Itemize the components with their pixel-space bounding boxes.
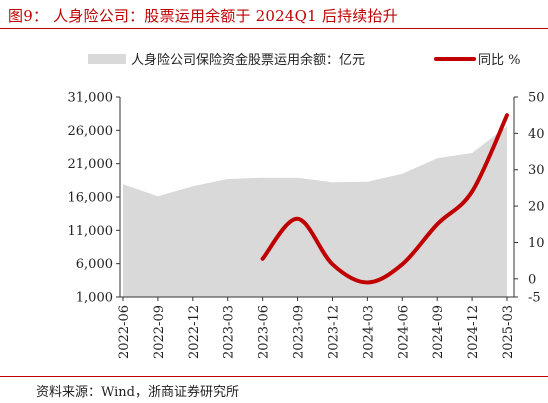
right-tick-label: 40	[528, 127, 545, 142]
x-tick-label: 2024-06	[396, 305, 411, 359]
right-tick-label: 50	[528, 91, 545, 106]
x-tick-label: 2023-03	[222, 305, 237, 359]
x-tick-label: 2023-09	[292, 305, 307, 359]
x-tick-label: 2022-06	[117, 305, 132, 359]
right-tick-label: 10	[528, 236, 545, 251]
right-tick-label: 20	[528, 200, 545, 215]
yoy-line-series	[260, 113, 509, 285]
x-tick-label: 2022-12	[187, 305, 202, 359]
bottom-divider	[0, 376, 548, 377]
left-tick-label: 1,000	[76, 291, 113, 306]
chart: 人身险公司保险资金股票运用余额：亿元 同比 % 1,000 6,000 11,000…	[68, 52, 545, 360]
x-tick-label: 2025-03	[501, 305, 516, 359]
figure-title: 图9： 人身险公司：股票运用余额于 2024Q1 后持续抬升	[8, 7, 398, 25]
legend-area-swatch	[88, 54, 126, 64]
plot-area: 1,000 6,000 11,000 16,000 21,000 26,000 31,000…	[68, 91, 545, 360]
left-tick-label: 6,000	[76, 257, 113, 272]
left-tick-label: 26,000	[68, 124, 114, 139]
x-tick-label: 2022-09	[152, 305, 167, 359]
x-tick-label: 2024-09	[431, 305, 446, 359]
legend-area-label: 人身险公司保险资金股票运用余额：亿元	[131, 52, 365, 68]
right-tick-label: 0	[528, 272, 536, 287]
title-divider	[0, 28, 548, 29]
left-tick-label: 16,000	[68, 191, 114, 206]
source-note: 资料来源：Wind，浙商证券研究所	[36, 385, 239, 400]
left-tick-label: 31,000	[68, 91, 114, 106]
x-tick-label: 2023-12	[326, 305, 341, 359]
legend: 人身险公司保险资金股票运用余额：亿元 同比 %	[88, 52, 521, 68]
left-tick-label: 21,000	[68, 157, 114, 172]
legend-line-label: 同比 %	[478, 53, 521, 68]
right-tick-label: 30	[528, 163, 545, 178]
x-tick-label: 2024-03	[361, 305, 376, 359]
x-tick-label: 2023-06	[257, 305, 272, 359]
right-tick-label: -5	[528, 291, 541, 306]
x-tick-label: 2024-12	[466, 305, 481, 359]
left-tick-label: 11,000	[68, 224, 114, 239]
